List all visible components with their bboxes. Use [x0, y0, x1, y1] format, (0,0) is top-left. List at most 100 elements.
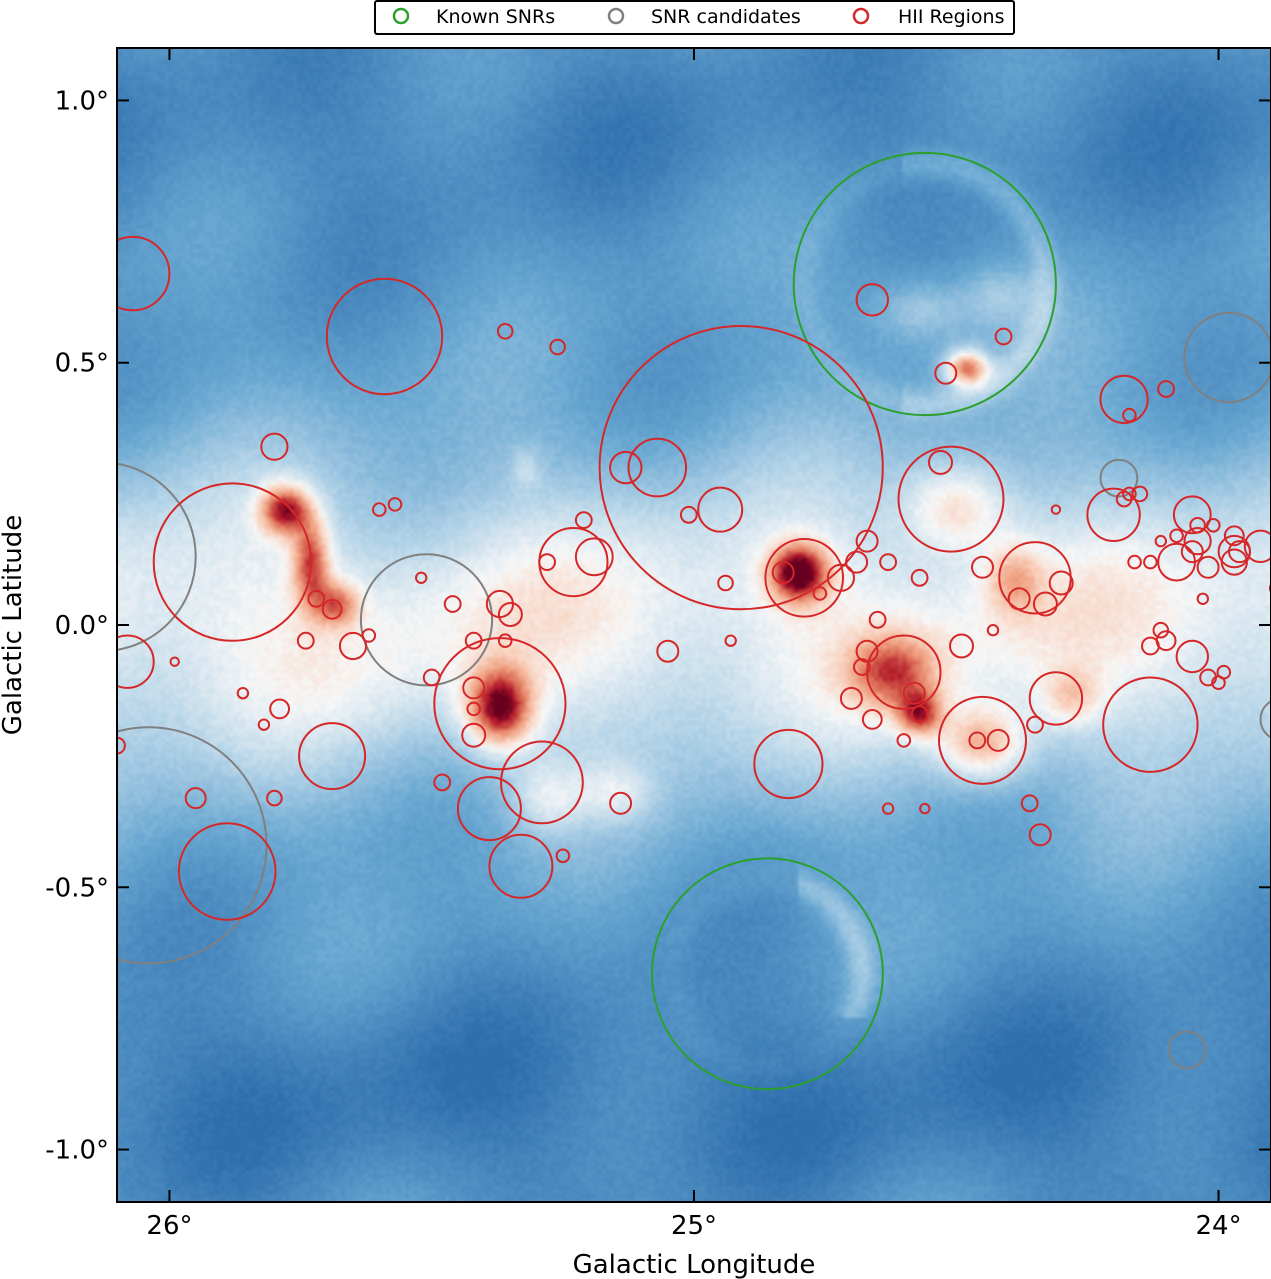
hii-regions-circle: [443, 595, 462, 613]
hii-regions-circle: [321, 598, 343, 620]
hii-regions-circle: [117, 235, 171, 312]
legend-marker-hii-regions: [852, 7, 870, 25]
hii-regions-circle: [500, 740, 584, 825]
hii-regions-circle: [1223, 525, 1245, 547]
x-tick-label: 25°: [671, 1211, 717, 1241]
hii-regions-circle: [771, 561, 795, 584]
snr-candidates-circle: [1167, 1030, 1207, 1070]
y-tick-label: 0.5°: [55, 349, 109, 379]
hii-regions-circle: [422, 668, 441, 687]
region-circles: [117, 151, 1271, 1091]
hii-regions-circle: [1211, 675, 1226, 691]
hii-regions-circle: [724, 634, 737, 647]
hii-regions-circle: [934, 361, 958, 385]
hii-regions-circle: [549, 338, 566, 356]
y-tick-label: -0.5°: [45, 873, 109, 903]
hii-regions-circle: [896, 733, 912, 748]
hii-regions-circle: [845, 550, 869, 574]
hii-regions-circle: [1169, 528, 1184, 544]
hii-regions-circle: [910, 568, 929, 587]
x-tick-label: 26°: [146, 1211, 192, 1241]
hii-regions-circle: [1050, 504, 1062, 515]
hii-regions-circle: [488, 833, 554, 899]
y-tick-label: -1.0°: [45, 1136, 109, 1166]
x-tick-label: 24°: [1195, 1211, 1241, 1241]
series-hii-regions: [117, 235, 1271, 921]
y-tick-label: 1.0°: [55, 86, 109, 116]
hii-regions-circle: [609, 791, 633, 815]
legend: Known SNRs SNR candidates HII Regions: [374, 0, 1015, 35]
snr-candidates-circle: [117, 462, 197, 651]
hii-regions-circle: [609, 450, 643, 485]
hii-regions-circle: [415, 571, 428, 584]
hii-regions-circle: [902, 681, 926, 705]
hii-regions-circle: [574, 537, 614, 577]
hii-regions-circle: [1268, 583, 1271, 594]
hii-regions-circle: [257, 718, 271, 731]
hii-regions-circle: [1048, 570, 1074, 596]
hii-regions-circle: [298, 722, 367, 791]
hii-regions-circle: [1154, 534, 1168, 548]
hii-regions-circle: [1172, 495, 1212, 535]
hii-regions-circle: [855, 639, 879, 663]
legend-marker-known-snrs: [392, 7, 410, 25]
hii-regions-circle: [717, 574, 734, 592]
hii-regions-circle: [868, 610, 887, 629]
hii-regions-circle: [968, 731, 987, 750]
hii-regions-circle: [1228, 540, 1251, 564]
hii-regions-circle: [169, 656, 180, 667]
hii-regions-circle: [433, 773, 452, 792]
hii-regions-circle: [574, 511, 593, 529]
hii-regions-circle: [497, 633, 513, 649]
hii-regions-circle: [679, 505, 698, 524]
hii-regions-circle: [461, 722, 487, 748]
hii-regions-circle: [1175, 639, 1210, 674]
intensity-map: [117, 48, 1271, 1202]
legend-marker-snr-candidates: [607, 7, 625, 25]
snr-candidates-circle: [1183, 311, 1271, 404]
hii-regions-circle: [928, 449, 953, 475]
snr-candidates-circle: [117, 726, 268, 965]
snr-candidates-circle: [1259, 700, 1271, 739]
hii-regions-circle: [1007, 587, 1031, 611]
hii-regions-circle: [812, 586, 828, 601]
hii-regions-circle: [1143, 554, 1158, 570]
hii-regions-circle: [879, 553, 897, 571]
hii-regions-circle: [361, 628, 377, 643]
hii-regions-circle: [307, 589, 326, 608]
hii-regions-circle: [372, 502, 387, 517]
hii-regions-circle: [1196, 592, 1210, 605]
legend-label-snr-candidates: SNR candidates: [651, 6, 801, 28]
known-snrs-circle: [792, 151, 1057, 417]
hii-regions-circle: [266, 789, 283, 807]
hii-regions-circle: [971, 555, 994, 579]
hii-regions-circle: [296, 631, 315, 650]
y-axis-label: Galactic Latitude: [0, 515, 28, 736]
known-snrs-circle: [651, 857, 884, 1091]
hii-regions-circle: [855, 529, 879, 553]
hii-regions-circle: [1155, 630, 1177, 652]
y-tick-label: 0.0°: [55, 611, 109, 641]
hii-regions-circle: [462, 676, 486, 700]
hii-regions-circle: [1199, 668, 1217, 687]
hii-regions-circle: [1102, 676, 1199, 773]
hii-regions-circle: [1243, 529, 1271, 563]
hii-regions-circle: [464, 631, 483, 650]
hii-regions-circle: [1099, 374, 1149, 424]
hii-regions-circle: [325, 277, 444, 396]
hii-regions-circle: [826, 563, 856, 592]
hii-regions-circle: [1122, 407, 1137, 423]
hii-regions-circle: [555, 848, 571, 864]
series-snr-candidates: [117, 311, 1271, 1070]
hii-regions-circle: [1122, 486, 1137, 502]
y-axis-ticks: 1.0° 0.5° 0.0° -0.5° -1.0°: [45, 86, 1271, 1166]
hii-regions-circle: [949, 633, 974, 659]
hii-regions-circle: [1020, 794, 1039, 813]
hii-regions-circle: [260, 432, 289, 461]
hii-regions-circle: [1189, 517, 1206, 534]
hii-regions-circle: [910, 705, 929, 724]
hii-regions-circle: [177, 822, 277, 921]
hii-regions-circle: [853, 658, 871, 676]
hii-regions-circle: [1032, 591, 1058, 617]
hii-regions-circle: [897, 445, 1005, 553]
